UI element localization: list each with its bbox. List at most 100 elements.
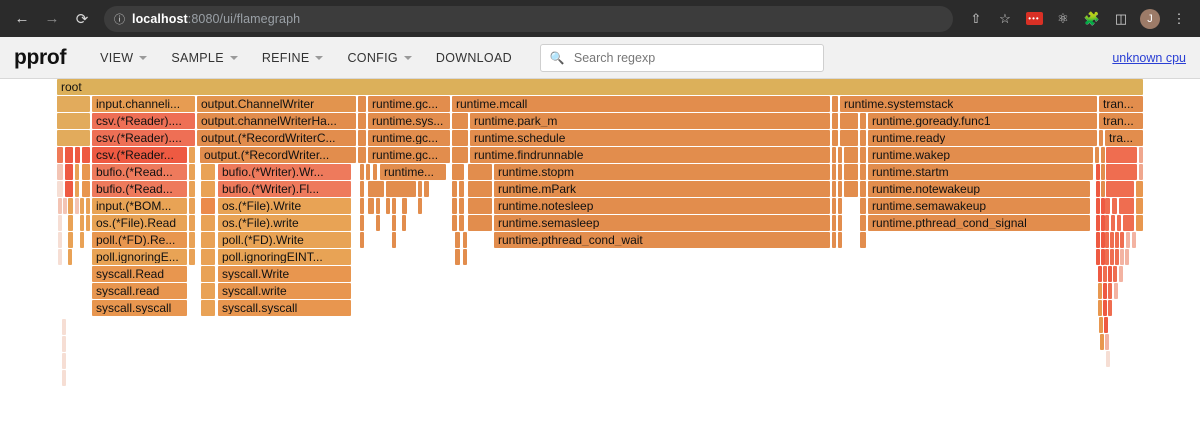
flame-frame-unlabeled[interactable] — [65, 181, 73, 197]
flame-frame-unlabeled[interactable] — [838, 147, 842, 163]
flame-frame-unlabeled[interactable] — [1095, 147, 1099, 163]
flame-frame-unlabeled[interactable] — [358, 96, 366, 112]
flame-frame[interactable]: runtime.startm — [868, 164, 1093, 180]
flame-frame-unlabeled[interactable] — [1120, 249, 1124, 265]
flame-frame-unlabeled[interactable] — [1096, 215, 1100, 231]
flame-frame[interactable]: runtime.semawakeup — [868, 198, 1090, 214]
flame-frame-unlabeled[interactable] — [832, 113, 838, 129]
flame-frame-unlabeled[interactable] — [1096, 198, 1100, 214]
flame-frame-unlabeled[interactable] — [57, 96, 61, 112]
flame-frame-unlabeled[interactable] — [418, 181, 422, 197]
flame-frame-unlabeled[interactable] — [80, 215, 84, 231]
flame-frame-unlabeled[interactable] — [840, 113, 858, 129]
flame-frame-unlabeled[interactable] — [82, 181, 90, 197]
flame-frame[interactable]: syscall.syscall — [218, 300, 351, 316]
flame-frame-unlabeled[interactable] — [376, 215, 380, 231]
flame-frame[interactable]: input.(*BOM... — [92, 198, 187, 214]
flame-frame[interactable]: os.(*File).write — [218, 215, 351, 231]
side-panel-icon[interactable]: ◫ — [1114, 10, 1128, 26]
flame-frame-unlabeled[interactable] — [832, 147, 836, 163]
flame-frame-unlabeled[interactable] — [62, 336, 66, 352]
flame-frame[interactable]: runtime.gc... — [368, 147, 450, 163]
flame-frame-unlabeled[interactable] — [82, 164, 90, 180]
flame-frame-unlabeled[interactable] — [189, 249, 195, 265]
flame-frame[interactable]: syscall.syscall — [92, 300, 187, 316]
flame-frame-unlabeled[interactable] — [1114, 283, 1118, 299]
flame-frame-unlabeled[interactable] — [366, 164, 370, 180]
flame-frame-unlabeled[interactable] — [860, 113, 866, 129]
flame-frame-unlabeled[interactable] — [65, 147, 73, 163]
flame-frame-unlabeled[interactable] — [452, 164, 464, 180]
flame-frame-unlabeled[interactable] — [1096, 232, 1100, 248]
flame-frame-unlabeled[interactable] — [452, 147, 468, 163]
flame-frame-unlabeled[interactable] — [452, 181, 457, 197]
flame-frame-unlabeled[interactable] — [57, 181, 63, 197]
share-icon[interactable]: ⇧ — [970, 10, 982, 26]
flame-frame-unlabeled[interactable] — [68, 215, 73, 231]
flame-frame-unlabeled[interactable] — [62, 370, 66, 386]
flame-frame[interactable]: output.(*RecordWriterC... — [197, 130, 356, 146]
flame-frame-unlabeled[interactable] — [459, 198, 464, 214]
flame-frame-unlabeled[interactable] — [1111, 215, 1115, 231]
flame-frame-unlabeled[interactable] — [58, 215, 62, 231]
flame-frame-unlabeled[interactable] — [63, 198, 67, 214]
flame-frame[interactable]: output.(*RecordWriter... — [200, 147, 356, 163]
flame-frame-unlabeled[interactable] — [68, 249, 72, 265]
menu-item-refine[interactable]: REFINE — [250, 51, 336, 65]
flame-frame[interactable]: syscall.write — [218, 283, 351, 299]
flame-frame-unlabeled[interactable] — [459, 215, 464, 231]
back-arrow-icon[interactable]: ← — [14, 10, 30, 27]
flame-frame-unlabeled[interactable] — [75, 147, 80, 163]
flame-frame[interactable]: runtime.pthread_cond_signal — [868, 215, 1090, 231]
flame-frame[interactable]: runtime.park_m — [470, 113, 830, 129]
flame-frame-unlabeled[interactable] — [189, 198, 195, 214]
flame-frame-unlabeled[interactable] — [1105, 249, 1109, 265]
flame-frame-unlabeled[interactable] — [1103, 266, 1107, 282]
flame-frame-unlabeled[interactable] — [189, 147, 195, 163]
flame-frame-unlabeled[interactable] — [402, 198, 407, 214]
search-input[interactable] — [571, 49, 814, 66]
flame-frame-unlabeled[interactable] — [82, 147, 90, 163]
flame-frame-unlabeled[interactable] — [832, 181, 836, 197]
flame-frame-unlabeled[interactable] — [360, 232, 364, 248]
flame-frame-unlabeled[interactable] — [1136, 215, 1143, 231]
flame-frame[interactable]: runtime.stopm — [494, 164, 830, 180]
flame-frame-unlabeled[interactable] — [189, 181, 195, 197]
flame-frame-unlabeled[interactable] — [368, 198, 374, 214]
flame-frame-unlabeled[interactable] — [392, 215, 396, 231]
flame-frame-unlabeled[interactable] — [832, 232, 836, 248]
info-circle-icon[interactable]: ⓘ — [114, 13, 125, 26]
flame-frame[interactable]: runtime.notesleep — [494, 198, 830, 214]
flame-frame[interactable]: bufio.(*Writer).Wr... — [218, 164, 351, 180]
flame-frame-unlabeled[interactable] — [1139, 147, 1143, 163]
flame-frame-unlabeled[interactable] — [58, 249, 62, 265]
flame-frame-unlabeled[interactable] — [392, 232, 396, 248]
flame-frame-unlabeled[interactable] — [844, 164, 858, 180]
flame-frame-unlabeled[interactable] — [860, 147, 866, 163]
flame-frame[interactable]: csv.(*Reader... — [92, 147, 187, 163]
flame-frame-unlabeled[interactable] — [1101, 164, 1105, 180]
flame-frame-unlabeled[interactable] — [358, 130, 366, 146]
flame-frame[interactable]: tra... — [1105, 130, 1143, 146]
menu-item-sample[interactable]: SAMPLE — [159, 51, 250, 65]
flame-frame[interactable]: poll.ignoringE... — [92, 249, 187, 265]
flame-frame[interactable]: syscall.Write — [218, 266, 351, 282]
flame-frame-unlabeled[interactable] — [62, 353, 66, 369]
flame-frame-unlabeled[interactable] — [1105, 232, 1109, 248]
flame-frame-unlabeled[interactable] — [201, 181, 215, 197]
flame-frame-unlabeled[interactable] — [468, 164, 492, 180]
flame-frame[interactable]: poll.ignoringEINT... — [218, 249, 351, 265]
flame-frame-unlabeled[interactable] — [1106, 351, 1110, 367]
flame-frame-unlabeled[interactable] — [1096, 181, 1100, 197]
flame-frame[interactable]: runtime... — [380, 164, 446, 180]
flame-frame-unlabeled[interactable] — [376, 198, 380, 214]
flame-frame[interactable]: runtime.systemstack — [840, 96, 1097, 112]
flame-frame-unlabeled[interactable] — [58, 232, 62, 248]
flame-frame-unlabeled[interactable] — [463, 249, 467, 265]
flame-frame-unlabeled[interactable] — [1136, 181, 1143, 197]
flame-frame-unlabeled[interactable] — [838, 215, 842, 231]
flame-frame-unlabeled[interactable] — [360, 181, 364, 197]
flame-frame-unlabeled[interactable] — [1103, 283, 1107, 299]
flame-frame-unlabeled[interactable] — [1123, 215, 1134, 231]
flame-frame[interactable]: runtime.goready.func1 — [868, 113, 1097, 129]
